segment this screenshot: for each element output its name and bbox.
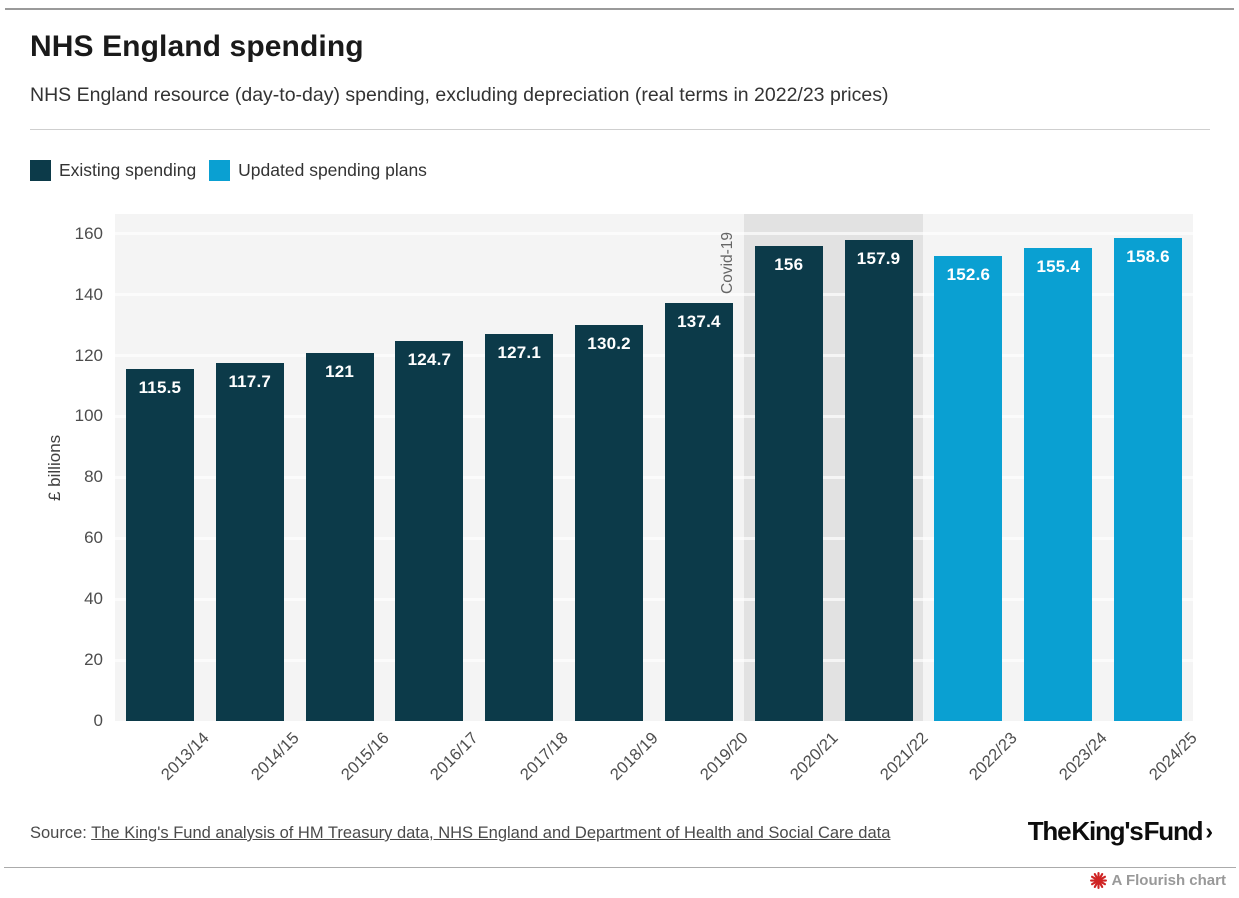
chart-subtitle: NHS England resource (day-to-day) spendi… (30, 84, 889, 106)
flourish-label: A Flourish chart (1111, 872, 1226, 889)
bar[interactable]: 155.4 (1024, 247, 1093, 721)
bar[interactable]: 137.4 (664, 302, 733, 721)
bar-value-label: 158.6 (1126, 247, 1170, 267)
bar-value-label: 115.5 (138, 378, 182, 398)
bar-value-label: 156 (774, 254, 804, 274)
bar-value-label: 157.9 (856, 249, 901, 269)
kings-fund-logo: The King's Fund › (1028, 816, 1213, 847)
x-axis-label: 2019/20 (696, 729, 752, 784)
kings-fund-logo-text: The King's Fund (1027, 816, 1204, 846)
header-divider (30, 129, 1210, 130)
y-axis-tick-label: 40 (84, 589, 103, 609)
bar-value-label: 130.2 (587, 333, 631, 353)
gridline (115, 658, 1193, 662)
gridline (115, 536, 1193, 540)
y-axis-tick-label: 20 (84, 650, 103, 670)
bar[interactable]: 157.9 (844, 240, 913, 721)
y-axis-title: £ billions (45, 434, 64, 501)
legend-swatch-existing (30, 160, 51, 181)
flourish-attribution[interactable]: A Flourish chart (1089, 872, 1226, 889)
x-axis-label: 2017/18 (517, 729, 572, 784)
bar[interactable]: 152.6 (934, 256, 1003, 721)
bar[interactable]: 117.7 (215, 362, 284, 721)
y-axis-tick-label: 60 (84, 528, 103, 548)
y-axis-tick-label: 140 (74, 284, 103, 304)
gridline (115, 597, 1193, 601)
chevron-right-icon: › (1205, 818, 1213, 844)
bar-value-label: 155.4 (1036, 256, 1081, 276)
bar[interactable]: 130.2 (575, 324, 644, 721)
bar[interactable]: 156 (754, 245, 823, 721)
legend-item-updated-spending-plans[interactable]: Updated spending plans (209, 160, 427, 181)
legend-swatch-updated (209, 160, 231, 181)
bar[interactable]: 127.1 (485, 333, 554, 721)
y-axis-tick-label: 80 (84, 467, 103, 487)
bar[interactable]: 158.6 (1114, 238, 1183, 721)
x-axis-label: 2015/16 (337, 729, 393, 784)
x-axis-label: 2023/24 (1056, 729, 1111, 784)
source-prefix: Source: (30, 824, 87, 842)
x-axis-label: 2013/14 (157, 729, 213, 784)
y-axis-tick-label: 160 (74, 223, 103, 243)
x-axis-label: 2016/17 (427, 729, 483, 784)
legend: Existing spending Updated spending plans (30, 160, 427, 181)
bar-value-label: 121 (325, 361, 355, 381)
source-line: Source: The King's Fund analysis of HM T… (30, 824, 890, 843)
top-rule (5, 8, 1234, 10)
x-axis-label: 2024/25 (1145, 729, 1201, 784)
legend-label: Updated spending plans (238, 160, 427, 180)
gridline (115, 354, 1193, 358)
bar[interactable]: 124.7 (395, 341, 464, 721)
y-axis-tick-label: 100 (74, 406, 103, 426)
x-axis-label: 2018/19 (606, 729, 662, 784)
x-axis-label: 2020/21 (786, 729, 842, 784)
bar[interactable]: 115.5 (125, 369, 194, 721)
legend-item-existing-spending[interactable]: Existing spending (30, 160, 196, 181)
gridline (115, 414, 1193, 418)
bar-value-label: 152.6 (946, 265, 991, 285)
bar-value-label: 137.4 (677, 311, 721, 331)
plot-area (115, 214, 1193, 721)
bar-value-label: 127.1 (497, 342, 542, 362)
x-axis-label: 2022/23 (966, 729, 1022, 784)
chart-title: NHS England spending (30, 30, 364, 63)
source-link[interactable]: The King's Fund analysis of HM Treasury … (91, 824, 891, 842)
gridline (115, 475, 1193, 479)
bar-value-label: 117.7 (228, 371, 272, 391)
gridline (115, 232, 1193, 236)
bar[interactable]: 121 (305, 352, 374, 721)
x-axis-label: 2021/22 (876, 729, 932, 784)
y-axis-tick-label: 120 (74, 345, 103, 365)
y-axis-tick-label: 0 (93, 711, 103, 730)
legend-label: Existing spending (59, 160, 197, 180)
bar-value-label: 124.7 (407, 350, 452, 370)
x-axis-label: 2014/15 (247, 729, 303, 784)
flourish-starburst-icon (1089, 872, 1107, 889)
bottom-rule (4, 867, 1236, 868)
covid-annotation-label: Covid-19 (718, 231, 736, 294)
gridline (115, 293, 1193, 297)
